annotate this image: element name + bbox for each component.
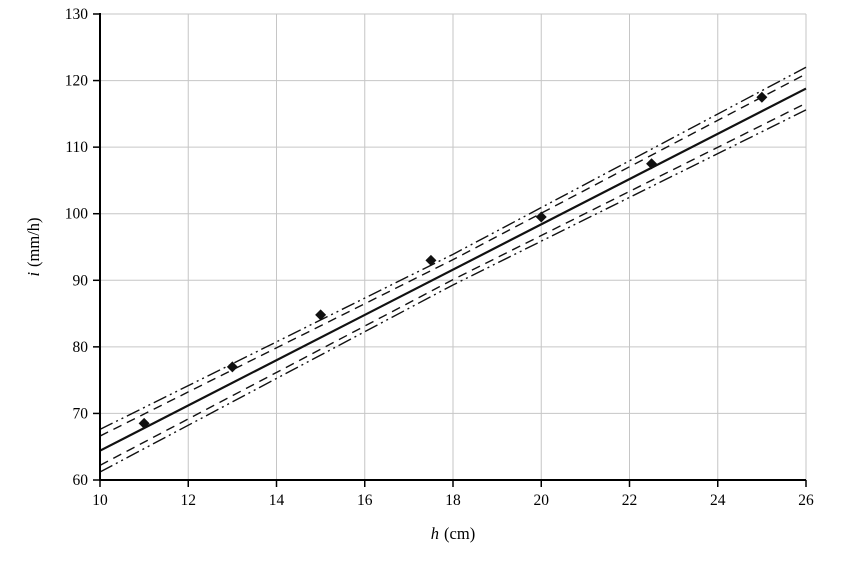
- data-point-marker: [535, 211, 547, 223]
- outer-confidence-band-lower: [99, 109, 807, 473]
- y-axis-variable: i: [24, 271, 43, 277]
- x-tick-label: 14: [269, 492, 285, 509]
- x-tick-label: 10: [92, 492, 108, 509]
- y-tick-label: 90: [73, 272, 89, 289]
- x-axis-label: h (cm): [100, 524, 806, 544]
- y-tick-label: 80: [73, 339, 89, 356]
- y-tick-label: 60: [73, 472, 89, 489]
- y-tick-label: 130: [65, 6, 89, 23]
- x-tick-label: 20: [534, 492, 550, 509]
- data-point-marker: [425, 254, 437, 266]
- x-tick-label: 22: [622, 492, 638, 509]
- y-tick-label: 100: [65, 206, 89, 223]
- x-tick-label: 18: [445, 492, 461, 509]
- x-tick-label: 16: [357, 492, 373, 509]
- x-axis-variable: h: [430, 524, 440, 543]
- y-tick-label: 120: [65, 73, 89, 90]
- y-tick-label: 110: [65, 139, 88, 156]
- x-axis-unit: (cm): [444, 524, 476, 543]
- inner-confidence-band-lower: [99, 102, 807, 466]
- y-axis-label: i (mm/h): [24, 217, 44, 276]
- x-tick-label: 12: [181, 492, 197, 509]
- y-axis-unit: (mm/h): [24, 217, 43, 267]
- data-point-marker: [315, 309, 327, 321]
- x-tick-label: 24: [710, 492, 726, 509]
- data-point-marker: [646, 158, 658, 170]
- x-tick-label: 26: [798, 492, 814, 509]
- y-tick-label: 70: [73, 405, 89, 422]
- data-point-marker: [226, 361, 238, 373]
- outer-confidence-band-upper: [99, 66, 807, 431]
- regression-line: [99, 87, 807, 452]
- data-point-marker: [138, 417, 150, 429]
- data-point-marker: [756, 91, 768, 103]
- inner-confidence-band-upper: [99, 73, 807, 437]
